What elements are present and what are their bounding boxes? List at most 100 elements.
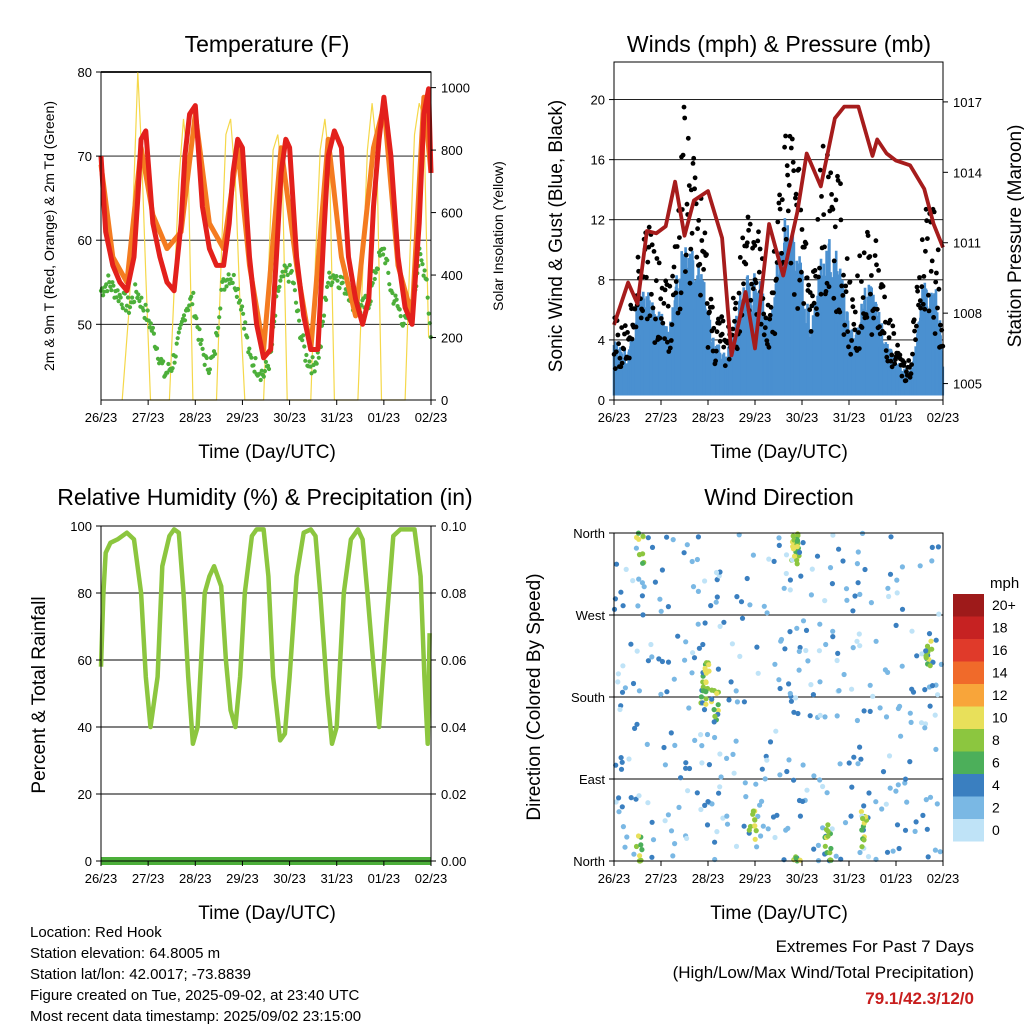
dewpoint-point [225, 277, 230, 282]
gust-point [838, 181, 843, 187]
direction-point [797, 857, 803, 863]
gust-point [710, 304, 715, 310]
winds-ticks: 26/23 27/23 28/23 29/23 30/23 31/23 01/23 02/23… [591, 93, 982, 425]
direction-point [613, 561, 620, 567]
direction-point [894, 822, 901, 828]
direction-point [822, 714, 828, 720]
gust-point [913, 337, 918, 343]
dewpoint-point [419, 258, 424, 263]
direction-point [870, 693, 876, 699]
dewpoint-point [420, 262, 425, 267]
direction-point [910, 689, 917, 695]
dewpoint-point [126, 310, 132, 315]
dewpoint-point [398, 314, 403, 319]
direction-point [657, 596, 663, 602]
dewpoint-point [107, 280, 112, 285]
gust-point [721, 344, 727, 350]
gust-point [923, 206, 929, 212]
direction-point [907, 759, 913, 765]
direction-point [797, 813, 804, 819]
gust-point [640, 308, 645, 314]
direction-point [922, 687, 928, 693]
gust-point [695, 226, 700, 232]
direction-point [873, 799, 879, 805]
y2-tick-label: 1011 [953, 236, 981, 251]
direction-point [664, 689, 670, 695]
gust-point [799, 269, 804, 275]
direction-point [855, 761, 861, 767]
direction-point [923, 797, 929, 803]
gust-point [618, 364, 624, 370]
gust-point [891, 331, 897, 336]
y-tick-label: 4 [598, 333, 605, 348]
dewpoint-point [224, 284, 229, 289]
gust-point [873, 238, 879, 244]
dewpoint-point [263, 359, 268, 364]
gust-point [740, 235, 746, 241]
dewpoint-point [216, 325, 221, 330]
gust-point [833, 197, 839, 203]
gust-point [779, 250, 784, 256]
dewpoint-point [218, 306, 223, 311]
direction-point [684, 835, 690, 842]
direction-point [785, 825, 791, 832]
x-tick-label: 28/23 [179, 410, 212, 425]
colorbar-label: 16 [992, 642, 1008, 658]
colorbar-swatch [953, 774, 984, 797]
direction-point [894, 590, 900, 596]
dewpoint-point [238, 307, 244, 312]
gust-point [810, 293, 815, 299]
dewpoint-point [278, 278, 283, 283]
direction-point [639, 847, 645, 853]
direction-point [800, 798, 806, 805]
y2-tick-label: 0 [441, 393, 448, 408]
dewpoint-point [226, 272, 231, 277]
direction-point [686, 705, 692, 711]
direction-point [898, 733, 904, 739]
gust-point [917, 298, 923, 304]
direction-point [676, 804, 682, 811]
direction-point [787, 577, 794, 583]
direction-point [622, 844, 628, 850]
direction-point [902, 827, 909, 833]
direction-point [861, 803, 867, 809]
direction-point [883, 714, 890, 720]
gust-point [660, 320, 666, 326]
direction-point [639, 580, 646, 586]
gust-point [748, 297, 754, 303]
dewpoint-point [382, 246, 387, 251]
direction-point [873, 638, 879, 644]
y2-tick-label: 1000 [441, 81, 470, 96]
direction-point [808, 592, 815, 598]
dewpoint-point [123, 308, 128, 313]
direction-point [776, 677, 782, 683]
dewpoint-point [207, 367, 212, 372]
direction-point [834, 657, 840, 664]
gust-point [865, 233, 871, 239]
dewpoint-point [266, 366, 272, 372]
direction-point [618, 589, 624, 595]
direction-point [932, 712, 938, 718]
gust-point [793, 195, 798, 201]
direction-point [922, 725, 928, 731]
extremes-value: 79.1/42.3/12/0 [865, 989, 974, 1008]
direction-point [689, 558, 695, 565]
gust-point [677, 306, 683, 312]
gust-point [701, 267, 706, 272]
direction-point [715, 707, 721, 714]
gust-point [786, 182, 792, 188]
direction-point [672, 742, 678, 749]
winds-title: Winds (mph) & Pressure (mb) [627, 31, 931, 57]
direction-point [798, 573, 804, 579]
direction-point [858, 809, 865, 815]
direction-point [796, 667, 802, 673]
dewpoint-point [243, 320, 248, 325]
direction-point [640, 560, 646, 566]
gust-point [935, 247, 941, 253]
direction-point [776, 542, 782, 549]
direction-point [743, 794, 749, 800]
direction-point [927, 794, 934, 800]
x-tick-label: 28/23 [692, 871, 725, 886]
dewpoint-point [110, 280, 115, 285]
y2-tick-label: 0.02 [441, 787, 466, 802]
